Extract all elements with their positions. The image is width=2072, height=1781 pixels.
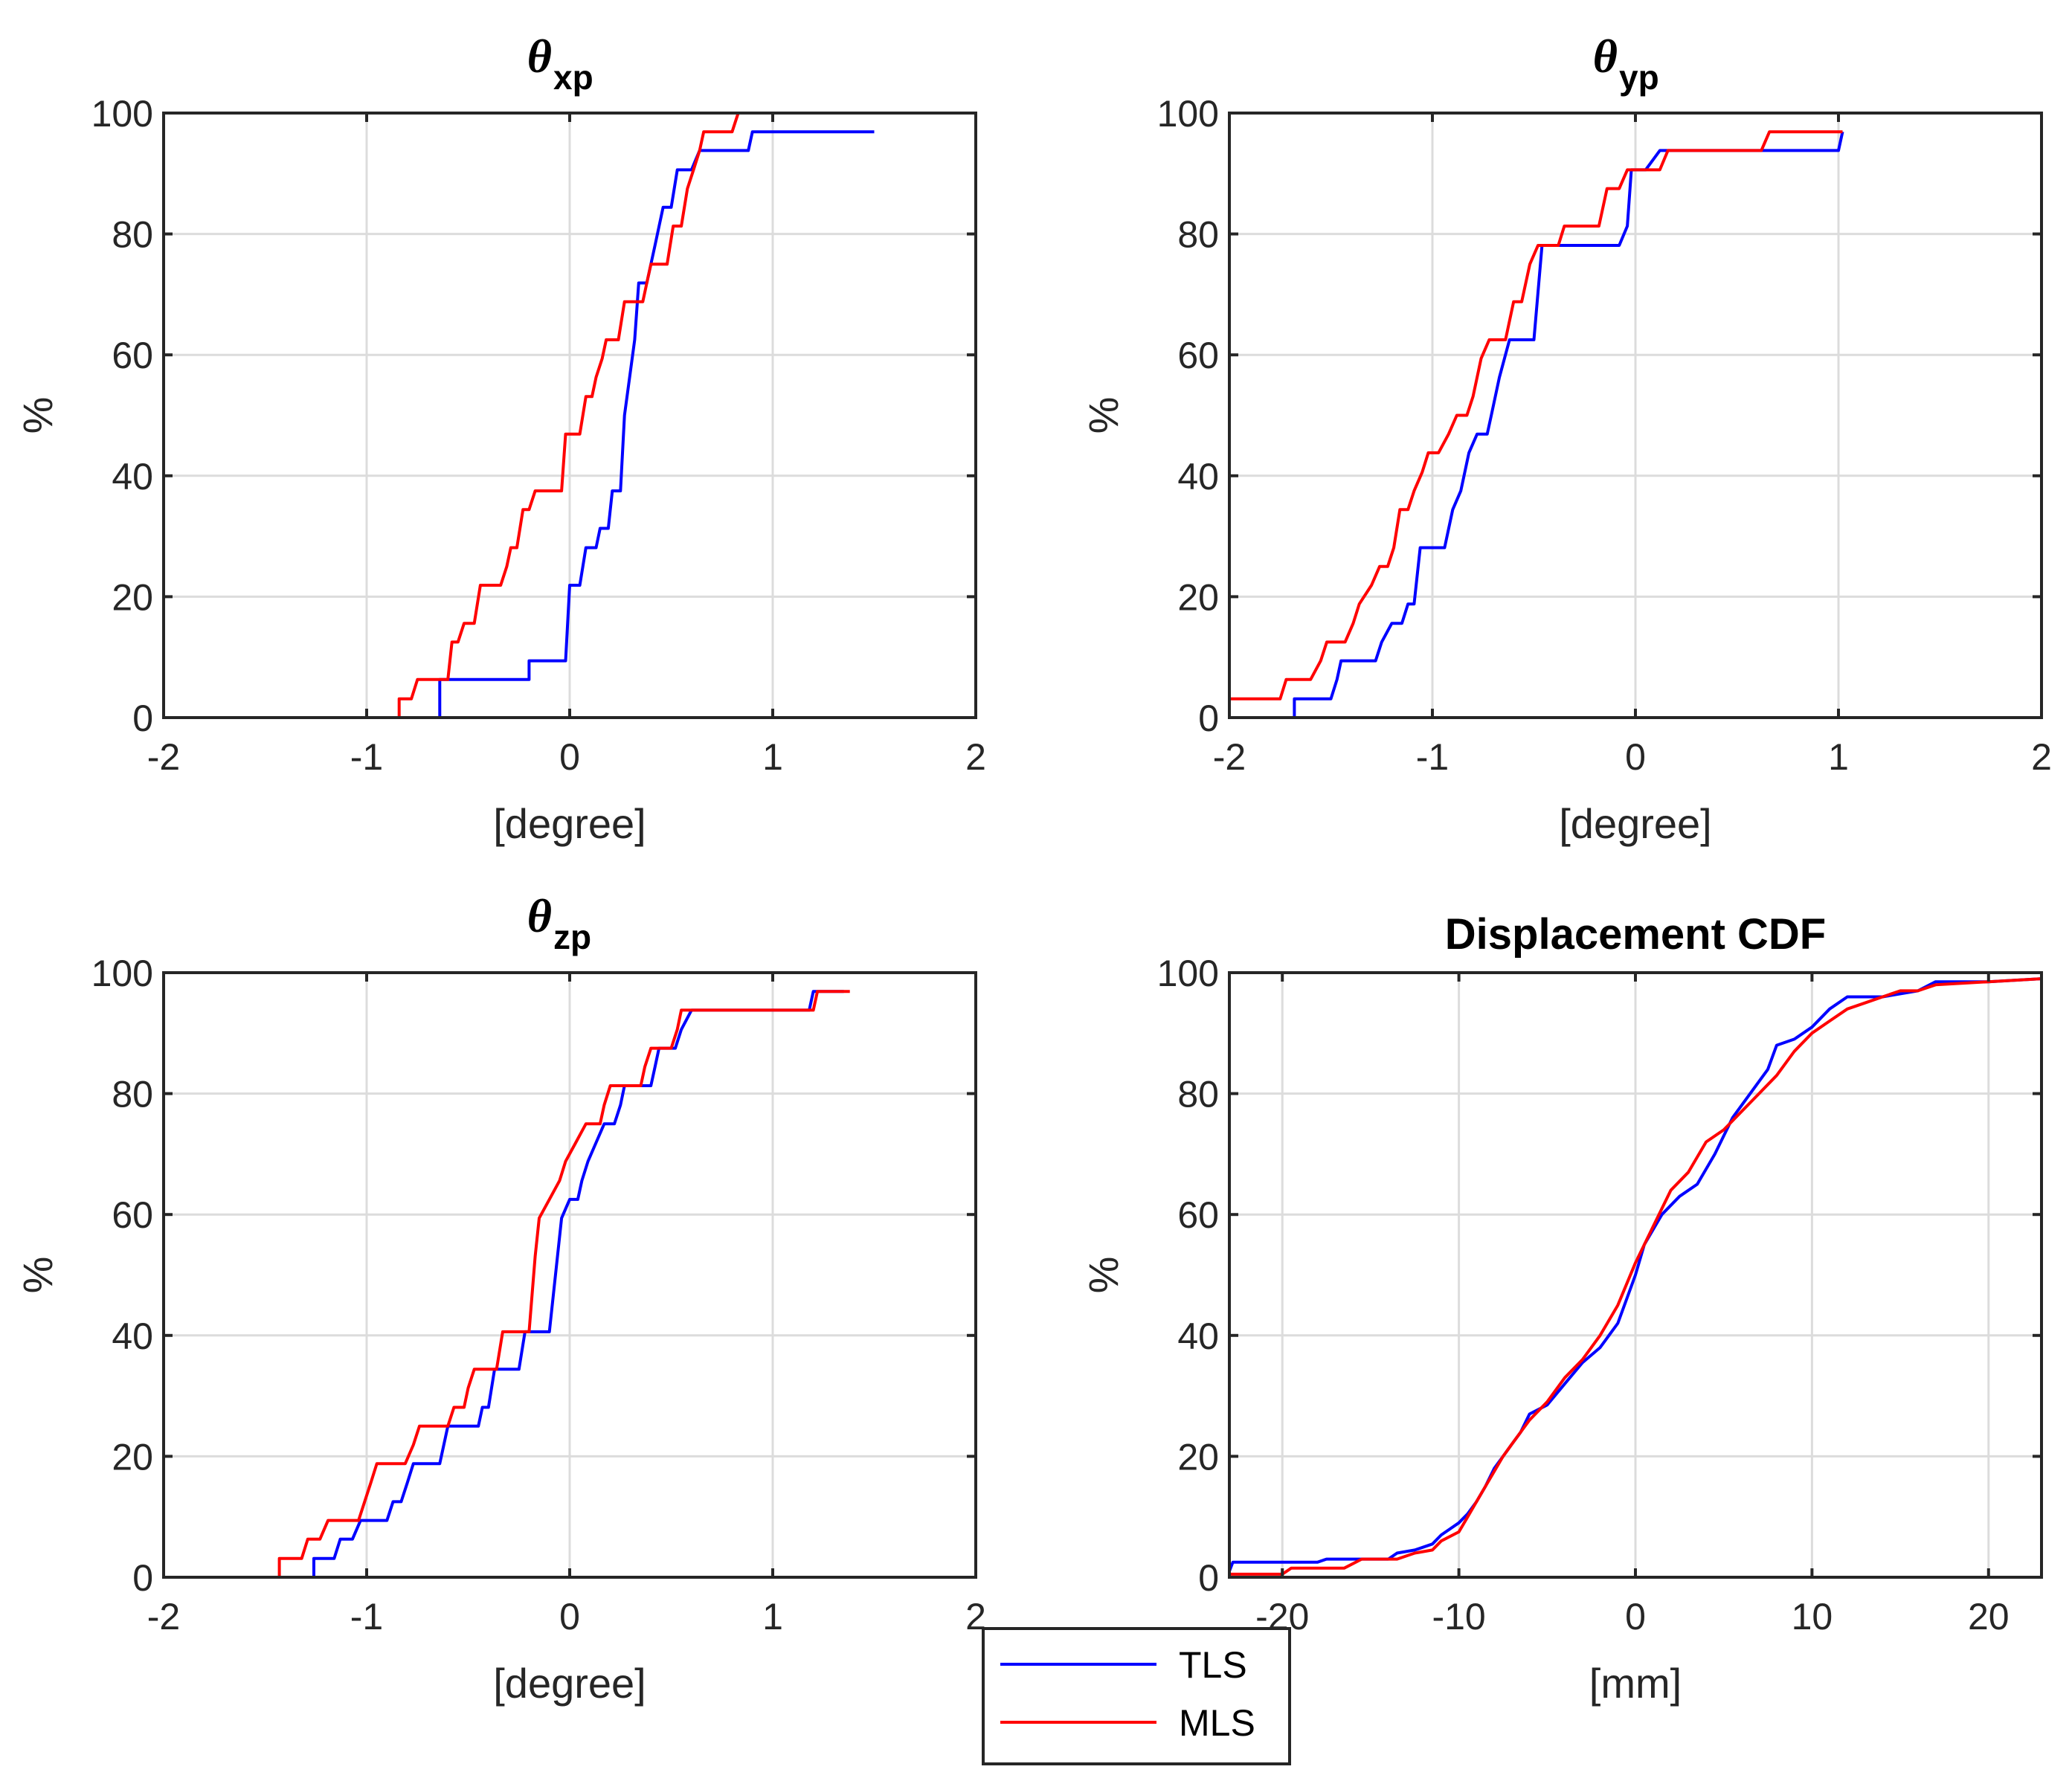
series-line-tls: [1293, 131, 1844, 718]
y-tick-label: 20: [1177, 576, 1219, 618]
x-axis-label: [mm]: [1589, 1660, 1682, 1707]
y-tick-label: 20: [112, 1436, 153, 1478]
y-tick-label: 0: [132, 1557, 153, 1599]
y-axis-label: %: [14, 1257, 61, 1294]
x-tick-label: 2: [965, 736, 986, 778]
y-tick-label: 80: [1177, 214, 1219, 256]
series-line-mls: [277, 990, 850, 1577]
x-axis-label: [degree]: [1559, 800, 1712, 847]
series-line-tls: [438, 130, 875, 718]
y-tick-label: 100: [91, 93, 153, 135]
x-tick-label: -1: [1416, 736, 1449, 778]
y-tick-label: 100: [1157, 953, 1219, 994]
x-tick-label: -1: [350, 736, 383, 778]
y-axis-label: %: [14, 397, 61, 434]
y-tick-label: 0: [1198, 1557, 1219, 1599]
y-tick-label: 60: [1177, 335, 1219, 376]
x-tick-label: 20: [1968, 1596, 2010, 1637]
x-tick-label: 0: [1625, 1596, 1646, 1637]
y-tick-label: 100: [1157, 93, 1219, 135]
y-tick-label: 0: [132, 698, 153, 739]
title-subscript: yp: [1619, 58, 1659, 97]
x-tick-label: -1: [350, 1596, 383, 1637]
y-tick-label: 80: [112, 1074, 153, 1115]
y-tick-label: 80: [112, 214, 153, 256]
x-axis-label: [degree]: [493, 1660, 646, 1707]
title-symbol: θ: [527, 30, 552, 83]
y-axis-label: %: [1080, 397, 1127, 434]
x-tick-label: -2: [1213, 736, 1246, 778]
y-tick-label: 40: [1177, 456, 1219, 497]
x-tick-label: 1: [762, 736, 783, 778]
x-tick-label: -2: [147, 1596, 180, 1637]
legend-box: [982, 1627, 1291, 1765]
y-tick-label: 40: [112, 1315, 153, 1357]
legend-label-tls: TLS: [1179, 1644, 1247, 1686]
x-tick-label: -10: [1432, 1596, 1485, 1637]
y-tick-label: 100: [91, 953, 153, 994]
x-tick-label: 1: [1828, 736, 1849, 778]
series-line-mls: [397, 112, 875, 718]
y-tick-label: 60: [112, 335, 153, 376]
x-tick-label: 0: [559, 736, 580, 778]
legend-label-mls: MLS: [1179, 1702, 1255, 1744]
chart-title: Displacement CDF: [1445, 910, 1826, 959]
series-line-tls: [1229, 977, 2042, 1572]
x-tick-label: -2: [147, 736, 180, 778]
legend: TLS MLS: [982, 1627, 1291, 1765]
y-tick-label: 40: [1177, 1315, 1219, 1357]
title-symbol: θ: [527, 889, 552, 942]
title-subscript: xp: [553, 58, 593, 97]
y-tick-label: 20: [1177, 1436, 1219, 1478]
series-line-mls: [1229, 977, 2042, 1576]
x-tick-label: 10: [1792, 1596, 1833, 1637]
x-tick-label: 1: [762, 1596, 783, 1637]
x-tick-label: 0: [1625, 736, 1646, 778]
x-tick-label: 0: [559, 1596, 580, 1637]
title-symbol: θ: [1593, 30, 1618, 83]
y-tick-label: 40: [112, 456, 153, 497]
series-line-tls: [312, 990, 844, 1577]
y-tick-label: 60: [1177, 1194, 1219, 1236]
title-subscript: zp: [553, 918, 591, 956]
y-tick-label: 0: [1198, 698, 1219, 739]
y-tick-label: 60: [112, 1194, 153, 1236]
y-tick-label: 80: [1177, 1074, 1219, 1115]
series-line-mls: [1229, 130, 1843, 701]
x-tick-label: 2: [2031, 736, 2052, 778]
x-axis-label: [degree]: [493, 800, 646, 847]
y-axis-label: %: [1080, 1257, 1127, 1294]
y-tick-label: 20: [112, 576, 153, 618]
